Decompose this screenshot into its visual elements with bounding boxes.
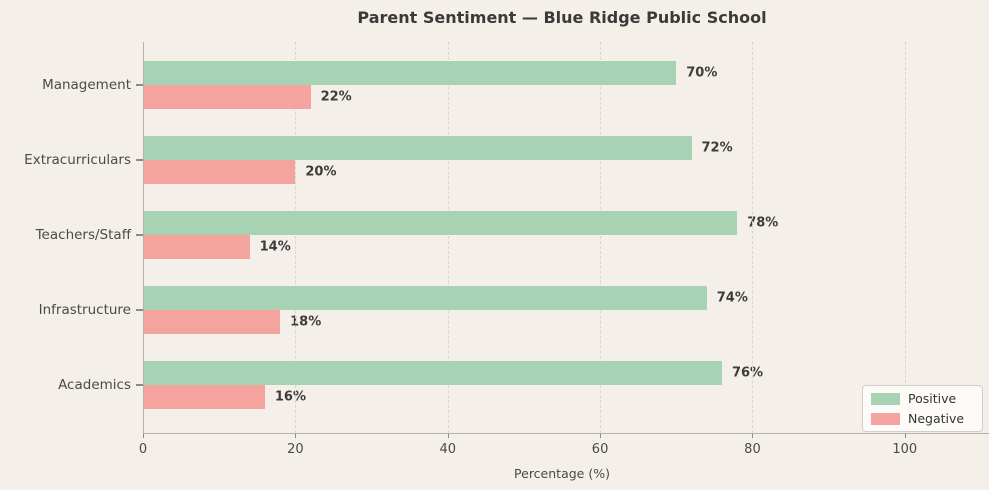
value-label: 14% <box>259 239 291 255</box>
bar-positive-infrastructure <box>143 286 707 310</box>
gridline <box>904 42 906 433</box>
legend-swatch-negative <box>871 412 900 425</box>
category-label: Infrastructure <box>38 302 131 318</box>
y-tick-mark <box>136 84 143 86</box>
bar-negative-academics <box>143 385 265 409</box>
bar-negative-infrastructure <box>143 310 281 334</box>
legend-label-positive: Positive <box>908 391 957 406</box>
bar-positive-management <box>143 61 677 85</box>
gridline <box>752 42 754 433</box>
value-label: 74% <box>716 290 748 306</box>
gridline <box>600 42 602 433</box>
x-tick-label: 60 <box>591 442 609 457</box>
chart-title: Parent Sentiment — Blue Ridge Public Sch… <box>357 8 767 27</box>
category-label: Teachers/Staff <box>35 227 131 243</box>
legend-label-negative: Negative <box>908 411 965 426</box>
value-label: 70% <box>686 65 718 81</box>
bar-positive-academics <box>143 361 722 385</box>
x-tick-mark <box>752 434 754 438</box>
category-label: Extracurriculars <box>24 152 131 168</box>
legend-swatch-positive <box>871 392 900 405</box>
value-label: 16% <box>274 389 307 405</box>
value-label: 72% <box>701 140 733 156</box>
x-tick-label: 40 <box>439 442 456 457</box>
value-label: 78% <box>747 215 779 231</box>
x-tick-label: 0 <box>138 442 148 457</box>
x-tick-mark <box>904 434 906 438</box>
value-label: 22% <box>320 89 352 105</box>
bar-negative-teachers-staff <box>143 235 250 259</box>
category-label: Academics <box>58 377 131 393</box>
value-label: 76% <box>731 365 764 381</box>
bar-negative-extracurriculars <box>143 160 296 184</box>
category-label: Management <box>42 77 131 93</box>
value-label: 18% <box>290 314 322 330</box>
bar-positive-extracurriculars <box>143 136 692 160</box>
value-label: 20% <box>305 164 337 180</box>
x-tick-mark <box>600 434 602 438</box>
y-axis-line <box>143 42 144 433</box>
bar-negative-management <box>143 85 311 109</box>
y-tick-mark <box>136 159 143 161</box>
legend: Positive Negative <box>862 385 983 432</box>
gridline <box>295 42 297 433</box>
y-tick-mark <box>136 234 143 236</box>
x-tick-label: 100 <box>892 442 918 457</box>
x-axis-line <box>143 433 989 434</box>
gridline <box>447 42 449 433</box>
y-tick-mark <box>136 309 143 311</box>
legend-item-negative: Negative <box>871 411 974 426</box>
x-tick-label: 80 <box>744 442 761 457</box>
x-tick-label: 20 <box>287 442 304 457</box>
y-tick-mark <box>136 384 143 386</box>
bar-positive-teachers-staff <box>143 211 738 235</box>
x-tick-mark <box>295 434 297 438</box>
x-axis-title: Percentage (%) <box>514 466 610 481</box>
x-tick-mark <box>447 434 449 438</box>
legend-item-positive: Positive <box>871 391 974 406</box>
x-tick-mark <box>143 434 144 438</box>
